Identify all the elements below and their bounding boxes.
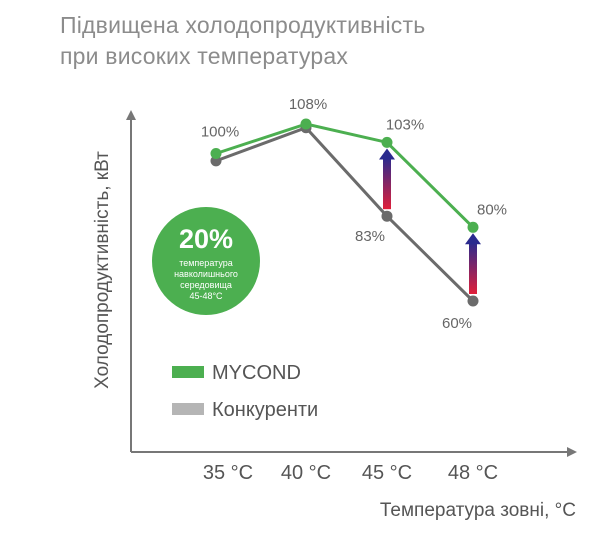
y-axis-label: Холодопродуктивність, кВт <box>92 151 113 389</box>
data-label: 108% <box>289 96 327 113</box>
x-tick-label: 40 °С <box>281 462 331 484</box>
x-tick-label: 35 °С <box>203 462 253 484</box>
legend-label-mycond: MYCOND <box>212 362 301 384</box>
difference-arrow-head <box>465 233 481 245</box>
badge-text-line: навколишнього <box>174 269 238 279</box>
data-point <box>210 148 222 159</box>
difference-arrow-head <box>379 148 395 160</box>
x-axis-label: Температура зовні, °С <box>380 500 576 521</box>
x-tick-label: 48 °С <box>448 462 498 484</box>
x-tick-label: 45 °С <box>362 462 412 484</box>
data-point <box>467 221 479 233</box>
data-point <box>381 210 393 222</box>
data-label: 83% <box>355 228 385 245</box>
legend-swatch-mycond <box>172 366 204 378</box>
badge-text-line: температура <box>179 258 233 268</box>
data-point <box>381 136 393 148</box>
data-point <box>300 118 312 130</box>
badge-circle <box>152 207 260 315</box>
legend-label-competitors: Конкуренти <box>212 399 318 421</box>
badge-text-line: 45-48°С <box>189 291 223 301</box>
chart-title: Підвищена холодопродуктивність при висок… <box>60 10 425 72</box>
data-label: 100% <box>201 124 239 141</box>
data-label: 103% <box>386 116 424 133</box>
series-line-0 <box>215 122 475 229</box>
difference-arrow-shaft <box>469 242 477 294</box>
badge-value: 20% <box>179 224 233 254</box>
title-line-1: Підвищена холодопродуктивність <box>60 12 426 38</box>
series-line-1 <box>215 126 475 303</box>
difference-arrow-shaft <box>383 157 391 210</box>
data-labels: 100% 108% 103% 80% 83% 60% <box>201 96 507 332</box>
percent-badge: 20% температура навколишнього середовища… <box>152 207 260 315</box>
data-label: 60% <box>442 315 472 332</box>
legend-swatch-competitors <box>172 403 204 415</box>
legend: MYCOND Конкуренти <box>172 362 318 421</box>
badge-text-line: середовища <box>180 280 232 290</box>
data-point <box>467 295 479 307</box>
series-layer <box>210 118 479 307</box>
data-label: 80% <box>477 201 507 218</box>
difference-arrows <box>379 148 481 294</box>
title-line-2: при високих температурах <box>60 43 349 69</box>
